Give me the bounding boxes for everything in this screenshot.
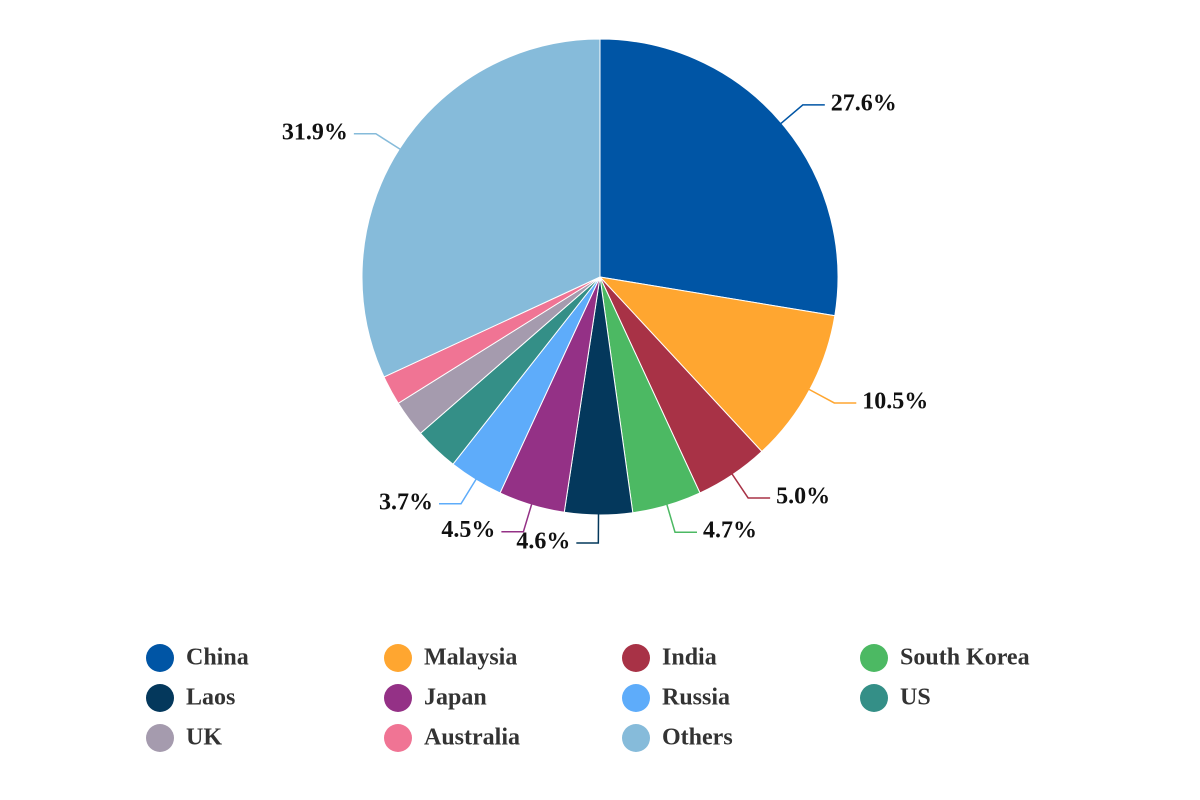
legend-label: India <box>662 645 717 671</box>
data-label: 31.9% <box>282 119 348 145</box>
legend-marker <box>146 724 174 752</box>
data-label: 4.7% <box>703 518 757 544</box>
legend-label: US <box>900 685 931 711</box>
data-label: 10.5% <box>862 388 928 414</box>
legend-marker <box>146 684 174 712</box>
leader-line <box>353 133 402 151</box>
legend-marker <box>622 724 650 752</box>
legend-marker <box>146 644 174 672</box>
legend-label: UK <box>186 725 222 751</box>
legend-marker <box>860 684 888 712</box>
legend-marker <box>384 644 412 672</box>
legend-label: Russia <box>662 685 730 711</box>
legend-marker <box>384 684 412 712</box>
legend-label: China <box>186 645 249 671</box>
legend-marker <box>860 644 888 672</box>
leader-line <box>779 104 825 125</box>
leader-line <box>576 512 600 544</box>
leader-line <box>665 503 698 533</box>
data-label: 27.6% <box>831 90 897 116</box>
legend-marker <box>622 684 650 712</box>
legend-label: Malaysia <box>424 645 517 671</box>
legend-label: Laos <box>186 685 235 711</box>
leader-line <box>807 388 857 404</box>
leader-line <box>730 472 771 499</box>
legend-label: Australia <box>424 725 520 751</box>
data-label: 4.6% <box>516 528 570 554</box>
legend-label: South Korea <box>900 645 1030 671</box>
legend-label: Japan <box>424 685 487 711</box>
leader-line <box>501 502 533 533</box>
data-label: 4.5% <box>441 517 495 543</box>
legend-marker <box>622 644 650 672</box>
leader-line <box>439 477 478 505</box>
legend-label: Others <box>662 725 733 751</box>
data-label: 3.7% <box>379 489 433 515</box>
legend-marker <box>384 724 412 752</box>
data-label: 5.0% <box>776 483 830 509</box>
pie-slice <box>599 38 839 317</box>
